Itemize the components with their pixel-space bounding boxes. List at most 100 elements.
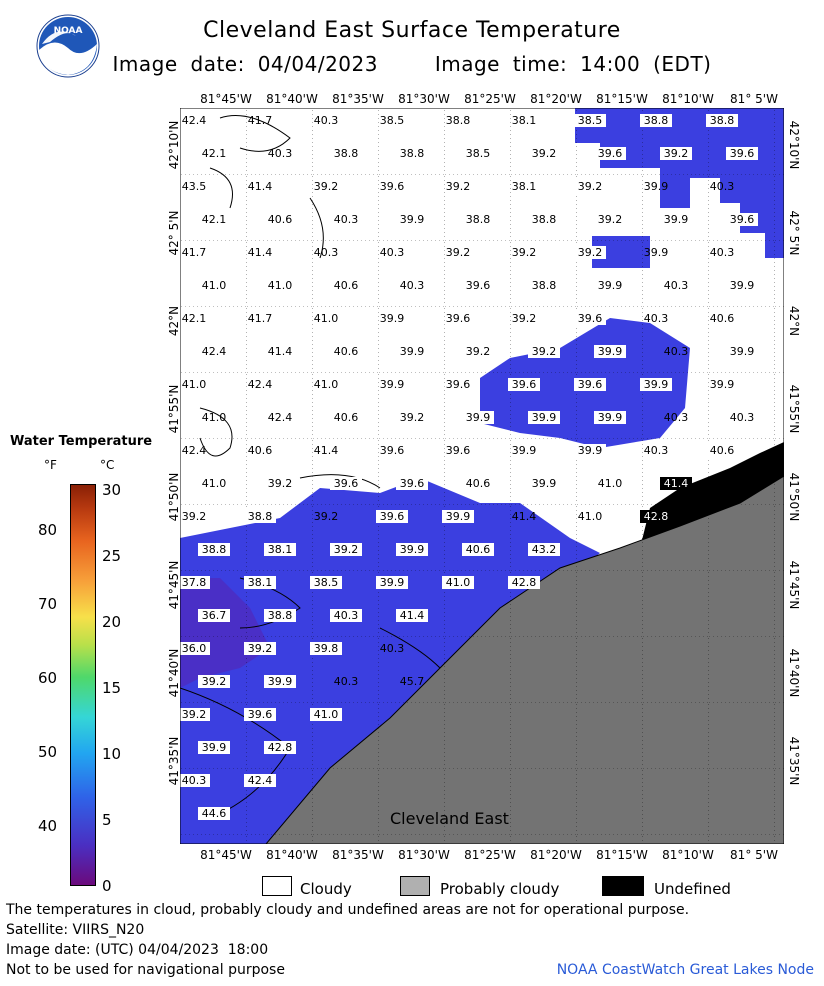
lon-tick-top: 81°15'W xyxy=(596,92,648,106)
temperature-value: 40.6 xyxy=(334,411,359,424)
temperature-value: 39.6 xyxy=(730,213,755,226)
temperature-value: 39.2 xyxy=(182,708,207,721)
legend-probably-cloudy-label: Probably cloudy xyxy=(440,880,560,898)
lon-tick-top: 81°45'W xyxy=(200,92,252,106)
temperature-label-box xyxy=(198,609,230,622)
temperature-value: 39.9 xyxy=(202,741,227,754)
temperature-value: 42.8 xyxy=(644,510,669,523)
temperature-value: 45.7 xyxy=(400,675,425,688)
temperature-value: 38.5 xyxy=(578,114,603,127)
temperature-value: 39.9 xyxy=(664,213,689,226)
temperature-value: 39.9 xyxy=(268,675,293,688)
temperature-label: 41.0 xyxy=(202,279,227,292)
temperature-value: 39.6 xyxy=(380,180,405,193)
temperature-value: 43.2 xyxy=(532,543,557,556)
temperature-label: 39.9 xyxy=(376,576,408,589)
temperature-label: 39.9 xyxy=(664,213,689,226)
temperature-value: 39.6 xyxy=(334,477,359,490)
temperature-label: 41.4 xyxy=(314,444,339,457)
temperature-value: 41.0 xyxy=(446,576,471,589)
temperature-value: 42.4 xyxy=(248,378,273,391)
temperature-value: 39.8 xyxy=(314,642,339,655)
temperature-label: 38.5 xyxy=(380,114,405,127)
lat-tick-left: 42° 5'N xyxy=(167,210,181,256)
temperature-value: 40.3 xyxy=(644,444,669,457)
temperature-value: 38.8 xyxy=(334,147,359,160)
colorbar-unit-c: °C xyxy=(100,458,115,472)
temperature-label: 39.6 xyxy=(446,444,471,457)
temperature-label-box xyxy=(396,609,428,622)
temperature-value: 42.4 xyxy=(182,114,207,127)
temperature-label: 41.4 xyxy=(268,345,293,358)
temperature-label: 39.2 xyxy=(180,708,210,721)
temperature-label: 42.1 xyxy=(202,213,227,226)
temperature-label-box xyxy=(660,147,692,160)
temperature-label: 39.2 xyxy=(598,213,623,226)
temperature-label: 39.9 xyxy=(380,378,405,391)
temperature-label-box xyxy=(574,444,606,457)
temperature-label: 41.0 xyxy=(182,378,207,391)
temperature-value: 38.1 xyxy=(248,576,273,589)
colorbar-c-tick: 15 xyxy=(102,679,122,697)
temperature-value: 43.5 xyxy=(182,180,207,193)
temperature-value: 40.3 xyxy=(182,774,207,787)
temperature-label-box xyxy=(594,411,626,424)
graticule xyxy=(180,108,784,844)
temperature-value: 39.6 xyxy=(578,312,603,325)
temperature-value: 39.2 xyxy=(334,543,359,556)
temperature-value: 39.9 xyxy=(644,180,669,193)
temperature-label: 39.9 xyxy=(710,378,735,391)
temperature-value: 41.0 xyxy=(202,279,227,292)
temperature-value: 39.9 xyxy=(644,246,669,259)
temperature-labels: 42.4 41.7 40.3 38.5 38.8 38.1 38.5 38.8 38.8 42.1… xyxy=(180,114,758,820)
temperature-value: 40.3 xyxy=(314,114,339,127)
temperature-label-box xyxy=(640,510,672,523)
temperature-label: 39.2 xyxy=(182,510,207,523)
temperature-label-box xyxy=(376,576,408,589)
temperature-label: 38.5 xyxy=(466,147,491,160)
lon-tick-top: 81°30'W xyxy=(398,92,450,106)
temperature-value: 42.4 xyxy=(202,345,227,358)
temperature-label-box xyxy=(180,642,210,655)
temperature-label: 38.8 xyxy=(334,147,359,160)
temperature-label: 43.2 xyxy=(528,543,560,556)
temperature-value: 39.6 xyxy=(466,279,491,292)
temperature-label: 40.3 xyxy=(710,246,735,259)
temperature-label: 42.8 xyxy=(264,741,296,754)
lon-tick-bottom: 81° 5'W xyxy=(730,848,778,862)
temperature-label: 39.9 xyxy=(730,279,755,292)
temperature-label: 39.6 xyxy=(376,510,408,523)
temperature-label: 38.8 xyxy=(198,543,230,556)
temperature-value: 39.6 xyxy=(380,444,405,457)
colorbar-c-tick: 0 xyxy=(102,877,112,895)
colorbar-c-tick: 25 xyxy=(102,547,122,565)
temperature-value: 38.8 xyxy=(466,213,491,226)
temperature-value: 39.6 xyxy=(446,312,471,325)
temperature-label: 40.3 xyxy=(380,642,405,655)
temperature-label: 39.9 xyxy=(532,477,557,490)
temperature-label: 38.8 xyxy=(264,609,296,622)
temperature-label: 39.8 xyxy=(310,642,342,655)
temperature-label: 39.2 xyxy=(446,180,471,193)
temperature-label-box xyxy=(310,642,342,655)
temperature-label-box xyxy=(706,444,738,457)
temperature-value: 39.2 xyxy=(182,510,207,523)
temperature-label-box xyxy=(660,477,692,490)
temperature-label: 39.2 xyxy=(512,246,537,259)
temperature-label: 39.9 xyxy=(594,345,626,358)
temperature-label-box xyxy=(180,774,210,787)
lon-tick-bottom: 81°30'W xyxy=(398,848,450,862)
temperature-label-box xyxy=(330,477,362,490)
temperature-label: 40.6 xyxy=(462,477,494,490)
temperature-label-box xyxy=(640,114,672,127)
temperature-value: 36.0 xyxy=(182,642,207,655)
temperature-label: 42.4 xyxy=(182,444,207,457)
temperature-value: 41.4 xyxy=(248,180,273,193)
temperature-label: 39.2 xyxy=(512,312,537,325)
temperature-label-box xyxy=(264,675,296,688)
temperature-label-box xyxy=(574,246,606,259)
lat-tick-right: 41°40'N xyxy=(787,648,801,698)
temperature-label-box xyxy=(244,642,276,655)
temperature-label: 38.1 xyxy=(264,543,296,556)
temperature-label-box xyxy=(244,510,276,523)
